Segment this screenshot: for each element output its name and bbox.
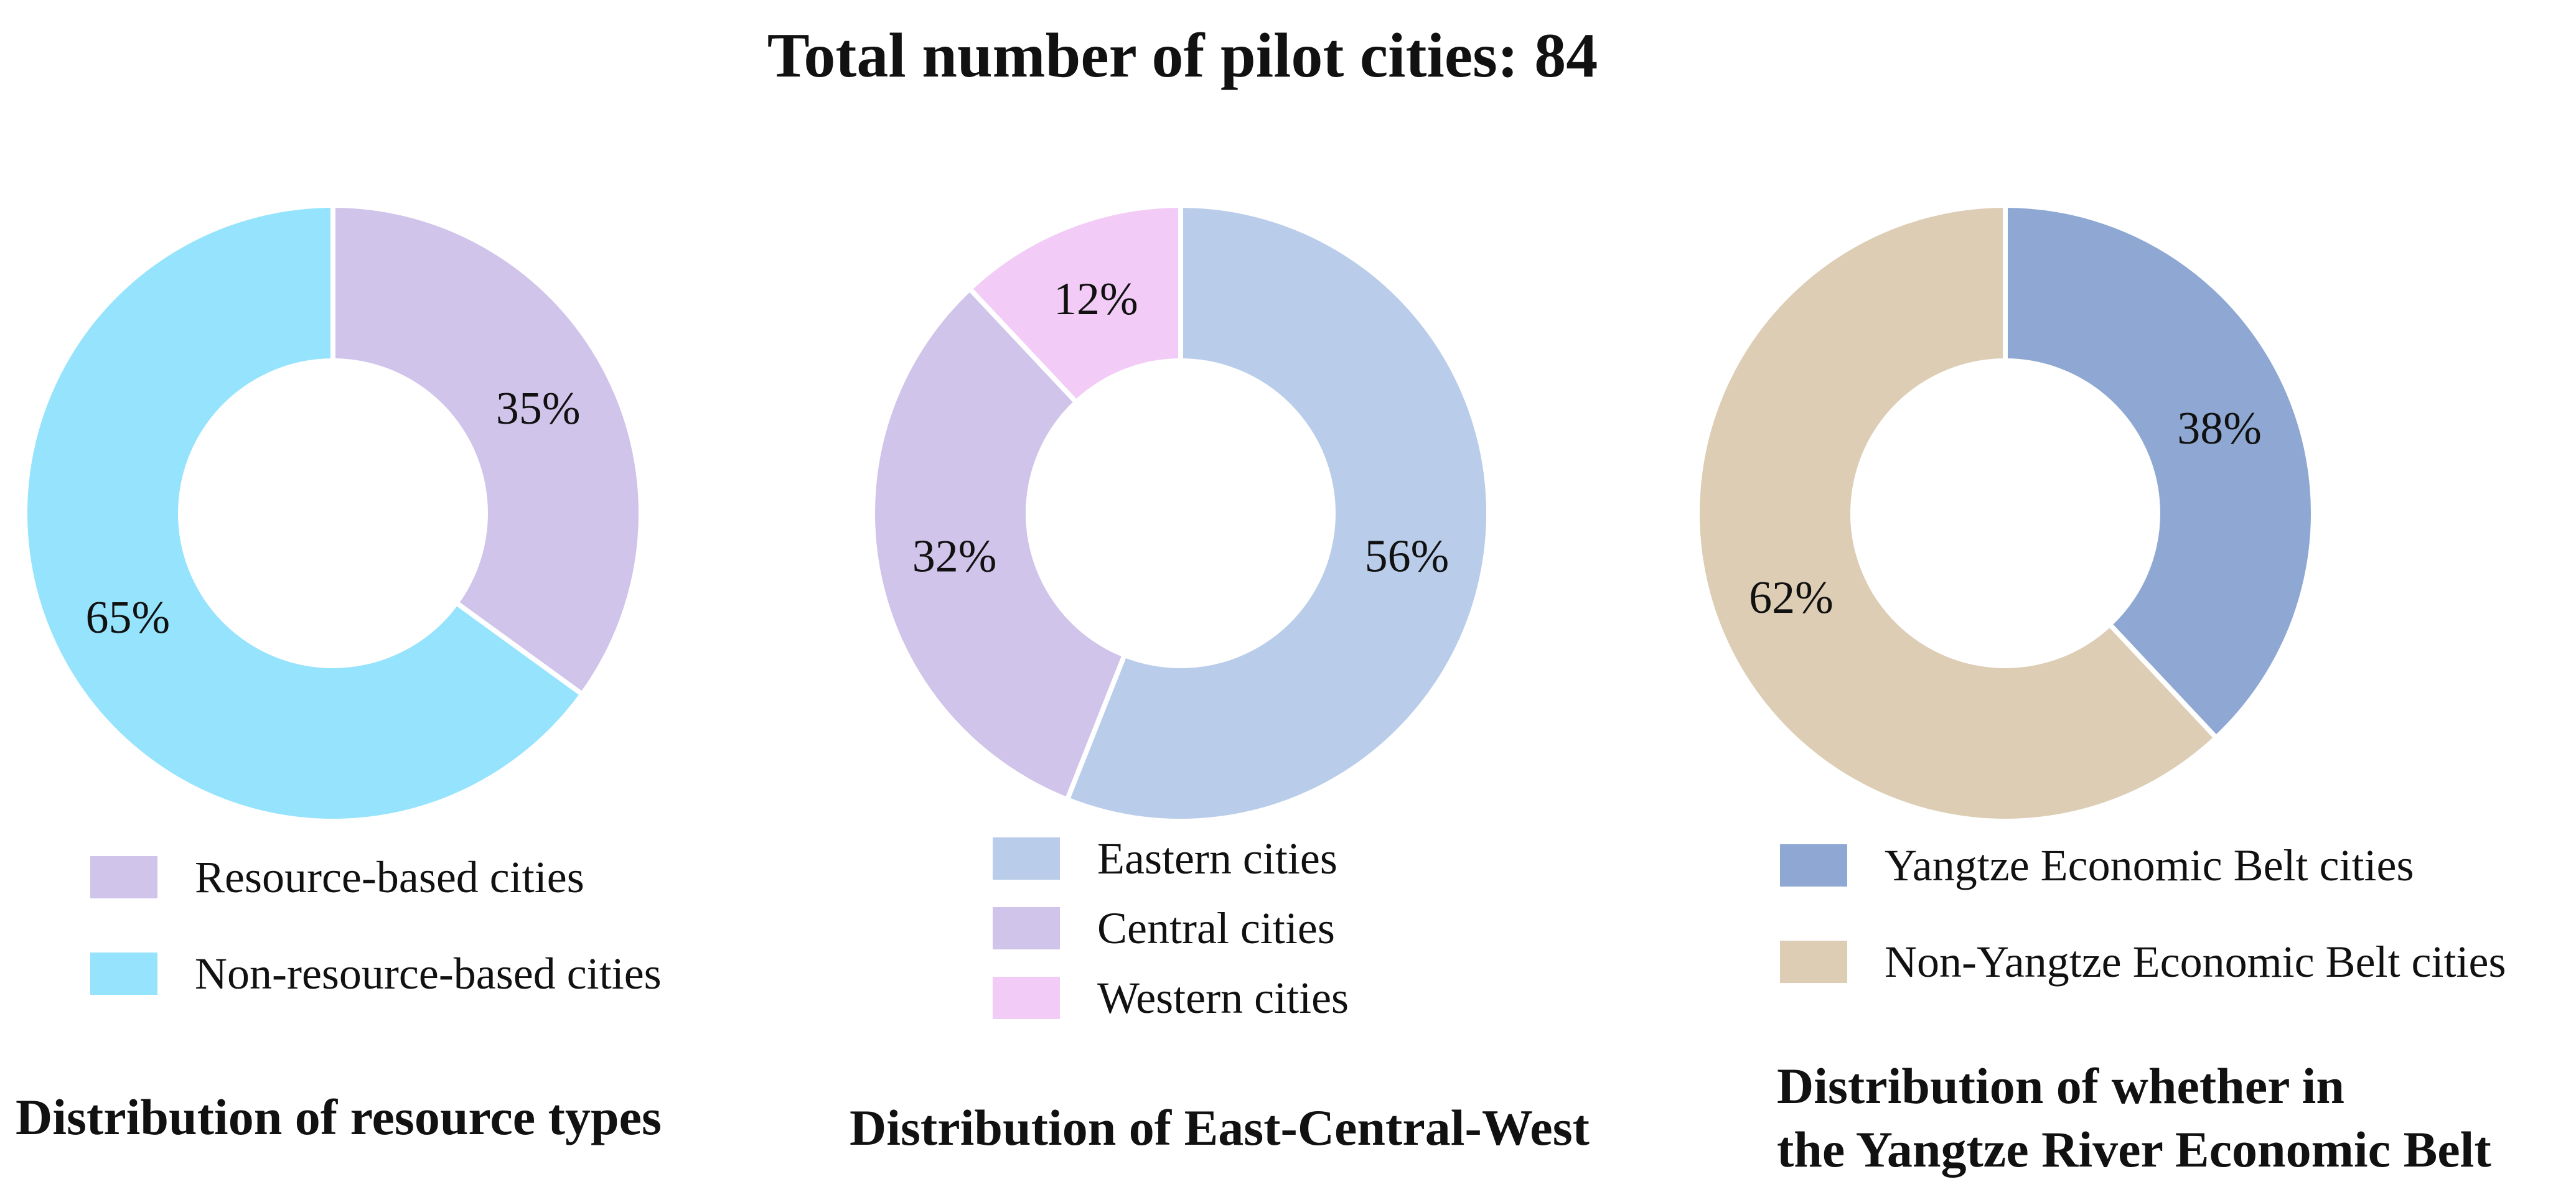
legend-label-non-yangtze: Non-Yangtze Economic Belt cities [1885,937,2506,987]
donut-slice-non-yangtze-economic-belt-cities [1695,202,2220,824]
data-label-western-cities: 12% [1054,274,1138,325]
data-label-resource-based-cities: 35% [496,383,581,434]
legend-label-yangtze: Yangtze Economic Belt cities [1885,841,2414,890]
data-label-non-resource-based-cities: 65% [85,592,170,643]
donut-slice-resource-based-cities [330,202,644,698]
data-label-central-cities: 32% [912,531,997,582]
main-title: Total number of pilot cities: 84 [767,21,1598,91]
data-label-yangtze-economic-belt-cities: 38% [2177,403,2262,454]
legend-swatch-non-yangtze [1780,941,1847,983]
chart-title-yangtze-belt-line-1: Distribution of whether in [1777,1058,2344,1114]
legend-item-western: Western cities [993,970,1349,1026]
legend-swatch-eastern [993,837,1060,880]
donut-chart-yangtze-belt: 38% 62% [1695,202,2316,824]
legend-item-non-yangtze: Non-Yangtze Economic Belt cities [1780,934,2506,990]
legend-item-resource-based: Resource-based cities [90,849,584,905]
legend-swatch-resource-based [90,856,157,898]
donut-slice-yangtze-economic-belt-cities [2003,202,2316,742]
legend-label-non-resource-based: Non-resource-based cities [195,949,662,999]
legend-swatch-western [993,977,1060,1019]
data-label-eastern-cities: 56% [1365,531,1450,582]
legend-label-eastern: Eastern cities [1097,834,1337,883]
legend-item-central: Central cities [993,900,1335,956]
donut-slice-non-resource-based-cities [22,202,586,824]
donut-slice-western-cities [966,202,1183,406]
donut-chart-resource-types: 35% 65% [22,202,644,824]
donut-slice-central-cities [870,285,1128,803]
chart-title-east-central-west: Distribution of East-Central-West [850,1099,1590,1156]
legend-swatch-non-resource-based [90,952,157,995]
legend-item-yangtze: Yangtze Economic Belt cities [1780,837,2414,893]
legend-label-resource-based: Resource-based cities [195,852,584,902]
legend-item-non-resource-based: Non-resource-based cities [90,946,662,1002]
legend-swatch-yangtze [1780,844,1847,887]
chart-title-yangtze-belt-line-2: the Yangtze River Economic Belt [1777,1121,2491,1178]
donut-chart-east-central-west: 56% 32% 12% [870,202,1491,824]
chart-title-resource-types: Distribution of resource types [16,1089,662,1145]
data-label-non-yangtze-economic-belt-cities: 62% [1749,572,1834,623]
legend-swatch-central [993,907,1060,949]
legend-label-central: Central cities [1097,903,1335,953]
legend-label-western: Western cities [1097,973,1349,1023]
donut-slice-eastern-cities [1064,202,1491,824]
legend-item-eastern: Eastern cities [993,831,1337,887]
